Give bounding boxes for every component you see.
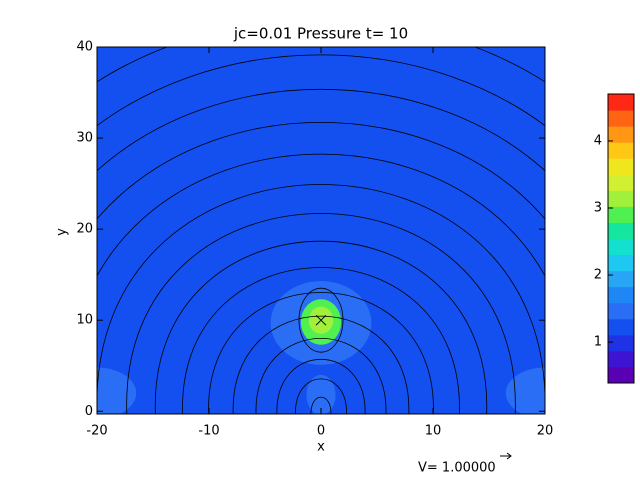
colorbar-band [608,334,634,352]
colorbar-band [608,254,634,272]
colorbar-band [608,302,634,320]
field-line [97,153,545,278]
plot-area [97,47,545,414]
x-tick-label: -20 [86,424,107,439]
y-tick-label: 30 [76,131,93,146]
y-axis-label: y [55,228,70,236]
colorbar-band [608,350,634,368]
colorbar-band [608,366,634,384]
y-tick-label: 20 [76,222,93,237]
y-tick-label: 0 [85,404,93,419]
field-line [97,184,545,414]
pressure-region [306,374,336,414]
field-line [255,338,387,414]
vector-arrow [500,452,512,460]
field-line [295,378,347,414]
y-tick-label: 10 [76,313,93,328]
field-line [97,54,545,127]
field-line [97,88,545,172]
colorbar-band [608,142,634,159]
colorbar-band [608,110,634,127]
field-line [182,267,460,414]
colorbar-band [608,126,634,143]
chart-title: jc=0.01 Pressure t= 10 [233,25,408,43]
colorbar-frame [607,93,635,384]
x-tick-label: 0 [317,424,325,439]
field-loop [298,287,344,353]
vector-label: V= 1.00000 [418,461,496,476]
x-tick-label: -10 [198,424,219,439]
colorbar-band [608,206,634,223]
colorbar-band [608,222,634,239]
colorbar-band [608,158,634,175]
field-line [126,213,516,414]
colorbar-band [608,94,634,111]
colorbar-band [608,238,634,256]
colorbar-band [608,270,634,288]
field-line [276,358,366,414]
field-line [97,122,545,220]
x-axis-label: x [317,440,325,455]
colorbar-tick-label: 1 [594,335,602,350]
colorbar-band [608,318,634,336]
colorbar-tick-label: 4 [594,133,602,148]
colorbar-tick-label: 2 [594,268,602,283]
field-line [232,315,410,414]
y-tick-label: 40 [76,40,93,55]
field-line [154,241,488,414]
colorbar-tick-label: 3 [594,200,602,215]
colorbar-band [608,286,634,304]
colorbar-band [608,174,634,191]
colorbar-band [608,190,634,207]
field-line [310,396,332,414]
x-tick-label: 20 [537,424,554,439]
x-tick-label: 10 [425,424,442,439]
center-marker [315,314,327,326]
